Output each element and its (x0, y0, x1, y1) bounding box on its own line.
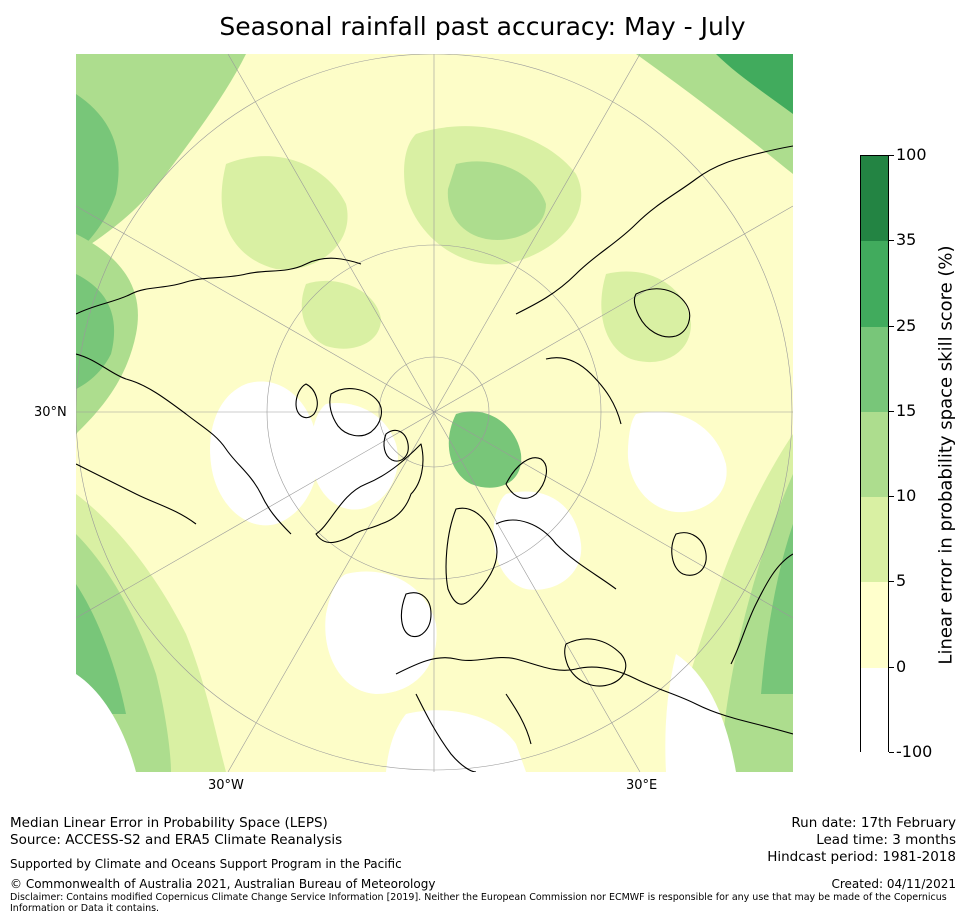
north-america-coast (76, 257, 362, 315)
colorbar-tick (889, 752, 894, 753)
footer-lead-time: Lead time: 3 months (816, 832, 956, 848)
colorbar-tick (889, 410, 894, 412)
eurasia-lake-coast (671, 532, 707, 576)
skill-patch (210, 381, 319, 526)
footer-disclaimer-2: Information or Data it contains. (10, 903, 160, 914)
colorbar (860, 155, 889, 754)
greenland-coast (315, 443, 424, 544)
skill-patch (665, 654, 736, 772)
colorbar-bin (861, 326, 888, 413)
colorbar-tick-label: -100 (896, 742, 933, 761)
skill-patch (493, 491, 582, 590)
italy-coast (505, 693, 532, 745)
footer-created: Created: 04/11/2021 (831, 877, 956, 891)
footer-source: Source: ACCESS-S2 and ERA5 Climate Reana… (10, 832, 343, 848)
colorbar-tick-label: 5 (896, 571, 907, 591)
colorbar-tick-label: 35 (896, 230, 917, 250)
skill-patch (601, 271, 691, 363)
caspian-coast (564, 638, 627, 687)
colorbar-bin (861, 667, 888, 754)
skill-patch (221, 156, 348, 270)
colorbar-bin (861, 156, 888, 243)
skill-patch (76, 674, 136, 772)
scandinavia-coast (445, 507, 498, 605)
footer-hindcast: Hindcast period: 1981-2018 (767, 849, 956, 865)
skill-patch (716, 54, 793, 114)
arctic-island-coast (383, 429, 409, 462)
skill-patch (311, 403, 398, 510)
colorbar-title: Linear error in probability space skill … (935, 245, 957, 665)
colorbar-tick-label: 15 (896, 400, 917, 420)
skill-patch (76, 94, 119, 254)
skill-patch (386, 710, 526, 772)
colorbar-tick (889, 325, 894, 327)
footer-copyright: © Commonwealth of Australia 2021, Austra… (10, 877, 436, 891)
eurasia-coast (495, 519, 617, 590)
siberia-coast (545, 357, 622, 425)
footer-disclaimer-1: Disclaimer: Contains modified Copernicus… (10, 892, 947, 903)
asia-coast (730, 553, 793, 665)
arctic-island-coast (295, 383, 318, 419)
colorbar-tick (889, 496, 894, 498)
colorbar-bin (861, 241, 888, 328)
colorbar-tick (889, 581, 894, 583)
map-canvas (76, 54, 793, 772)
meridian-line (227, 54, 641, 772)
colorbar-tick-label: 0 (896, 656, 907, 676)
colorbar-bin (861, 497, 888, 584)
uk-coast (400, 592, 432, 638)
colorbar-tick (889, 666, 894, 668)
skill-patch (76, 584, 126, 714)
colorbar-bin (861, 411, 888, 499)
lat-label-30n: 30°N (34, 405, 67, 420)
colorbar-tick-label: 10 (896, 486, 917, 506)
colorbar-tick (889, 155, 894, 156)
lon-label-30e: 30°E (626, 778, 658, 793)
colorbar-tick-label: 100 (896, 145, 927, 164)
siberia-coast (515, 145, 793, 315)
skill-patch (325, 571, 437, 694)
skill-patch (301, 280, 381, 349)
footer-run-date: Run date: 17th February (791, 815, 956, 831)
graticule (76, 54, 793, 772)
lon-label-30w: 30°W (208, 778, 244, 793)
coastlines (76, 145, 793, 772)
meridian-line (76, 205, 793, 619)
polar-skill-map (76, 54, 793, 772)
map-title: Seasonal rainfall past accuracy: May - J… (219, 12, 746, 41)
arctic-island-coast (633, 288, 691, 338)
north-america-coast (76, 463, 197, 525)
skill-patch (721, 474, 793, 772)
skill-patch (76, 54, 246, 254)
north-america-coast (76, 353, 292, 535)
skill-patch (627, 411, 727, 513)
footer-support: Supported by Climate and Oceans Support … (10, 857, 402, 871)
footer-method: Median Linear Error in Probability Space… (10, 815, 328, 831)
skill-field (76, 54, 793, 772)
skill-patch (76, 274, 115, 389)
colorbar-bin (861, 582, 888, 669)
colorbar-tick (889, 240, 894, 242)
svalbard-coast (505, 457, 547, 499)
arctic-island-coast (329, 388, 382, 437)
colorbar-tick-label: 25 (896, 315, 917, 335)
skill-patch (447, 161, 546, 240)
europe-coast (395, 657, 793, 735)
iberia-coast (415, 693, 477, 772)
